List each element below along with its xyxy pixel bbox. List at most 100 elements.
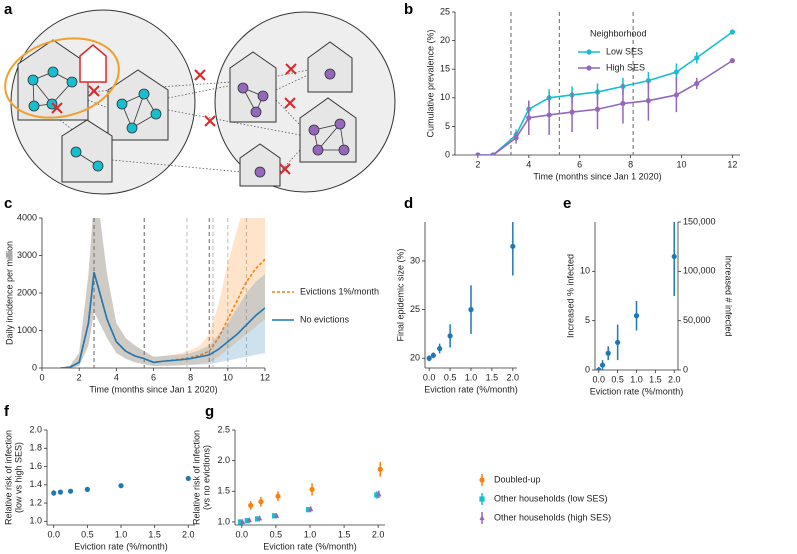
y-axis-label: Relative risk of infection — [191, 430, 201, 525]
legend-label: Other households (low SES) — [494, 493, 608, 503]
marker — [447, 333, 453, 339]
y2-tick-label: 100,000 — [683, 266, 716, 276]
x-tick-label: 2.0 — [507, 372, 520, 382]
marker — [620, 100, 626, 107]
x-axis-label: Eviction rate (%/month) — [263, 541, 357, 551]
y-tick-label: 3000 — [17, 250, 37, 260]
plot-area — [426, 222, 516, 362]
panel-label: e — [563, 195, 571, 212]
marker — [437, 345, 443, 352]
marker — [729, 29, 735, 35]
marker — [694, 80, 700, 87]
y2-tick-label: 0 — [683, 364, 688, 374]
x-tick-label: 12 — [727, 159, 737, 169]
x-axis-label: Eviction rate (%/month) — [74, 541, 168, 551]
marker — [586, 65, 592, 71]
marker — [599, 362, 606, 368]
y-tick-label: 1.4 — [29, 479, 42, 489]
x-tick-label: 1.5 — [649, 374, 662, 384]
marker — [84, 486, 90, 492]
y2-tick-label: 150,000 — [683, 216, 716, 226]
x-tick-label: 1.0 — [115, 529, 128, 539]
marker — [57, 489, 64, 495]
y-tick-label: 5 — [445, 121, 450, 131]
removed-contact — [204, 115, 216, 127]
marker — [479, 477, 485, 483]
y-tick-label: 0 — [585, 364, 590, 374]
x-tick-label: 1.5 — [486, 372, 499, 382]
series-line — [477, 31, 733, 155]
x-tick-label: 2.0 — [372, 529, 385, 539]
x-tick-label: 4 — [114, 372, 119, 382]
marker — [258, 499, 264, 505]
y-axis-label: (low vs high SES) — [13, 442, 23, 513]
marker — [256, 515, 263, 521]
removed-contact — [279, 163, 291, 175]
house — [229, 51, 277, 123]
y-tick-label: 30 — [410, 255, 420, 265]
x-tick-label: 2.0 — [182, 529, 195, 539]
y2-tick-label: 50,000 — [683, 315, 711, 325]
y-tick-label: 2.0 — [217, 455, 230, 465]
marker — [569, 109, 575, 115]
y-tick-label: 1.6 — [29, 461, 42, 471]
marker — [615, 339, 621, 345]
x-tick-label: 8 — [188, 372, 193, 382]
marker — [673, 92, 679, 98]
marker — [67, 488, 74, 494]
marker — [244, 518, 250, 524]
node — [66, 76, 78, 88]
house — [239, 143, 281, 187]
y-tick-label: 25 — [440, 6, 450, 16]
plot-area — [237, 461, 383, 525]
y-tick-label: 5 — [585, 315, 590, 325]
y-tick-label: 0 — [32, 362, 37, 372]
marker — [729, 58, 735, 64]
contact-line — [275, 74, 309, 91]
y-axis-label: Increased % infected — [565, 254, 575, 338]
marker — [586, 49, 592, 55]
x-axis-label: Eviction rate (%/month) — [590, 386, 684, 396]
marker — [118, 483, 124, 489]
y-tick-label: 2000 — [17, 287, 37, 297]
legend-label: No evictions — [300, 314, 350, 324]
panel-label: a — [4, 1, 13, 18]
node — [250, 106, 262, 118]
marker — [426, 355, 432, 361]
legend-title: Neighborhood — [590, 28, 647, 38]
x-tick-label: 2.0 — [668, 374, 681, 384]
y-tick-label: 1.2 — [29, 497, 42, 507]
y-tick-label: 2.0 — [29, 424, 42, 434]
y-axis-label: Daily incidence per million — [4, 241, 14, 345]
node — [312, 144, 324, 156]
node — [254, 166, 266, 178]
series-line — [60, 272, 265, 368]
y-axis-label: Relative risk of infection — [3, 430, 13, 525]
node — [138, 88, 150, 100]
contact-line — [275, 99, 301, 126]
x-tick-label: 2 — [475, 159, 480, 169]
x-tick-label: 1.5 — [148, 529, 161, 539]
x-tick-label: 0 — [39, 372, 44, 382]
marker — [479, 514, 485, 521]
marker — [376, 491, 382, 497]
household-edges — [75, 87, 345, 167]
y-tick-label: 4000 — [17, 212, 37, 222]
x-tick-label: 0.5 — [611, 374, 624, 384]
marker — [271, 513, 278, 519]
marker — [237, 519, 244, 525]
y-axis-label: (vs no evictions) — [201, 445, 211, 510]
marker — [633, 313, 640, 319]
marker — [273, 512, 280, 518]
marker — [605, 350, 611, 356]
marker — [246, 516, 252, 523]
legend-label: Other households (high SES) — [494, 512, 611, 522]
y-tick-label: 15 — [440, 64, 450, 74]
marker — [306, 507, 312, 513]
marker — [254, 516, 261, 522]
node — [92, 160, 104, 172]
x-tick-label: 1.5 — [338, 529, 351, 539]
panel-label: f — [4, 403, 10, 420]
node — [126, 122, 138, 134]
legend-label: Evictions 1%/month — [300, 286, 379, 296]
